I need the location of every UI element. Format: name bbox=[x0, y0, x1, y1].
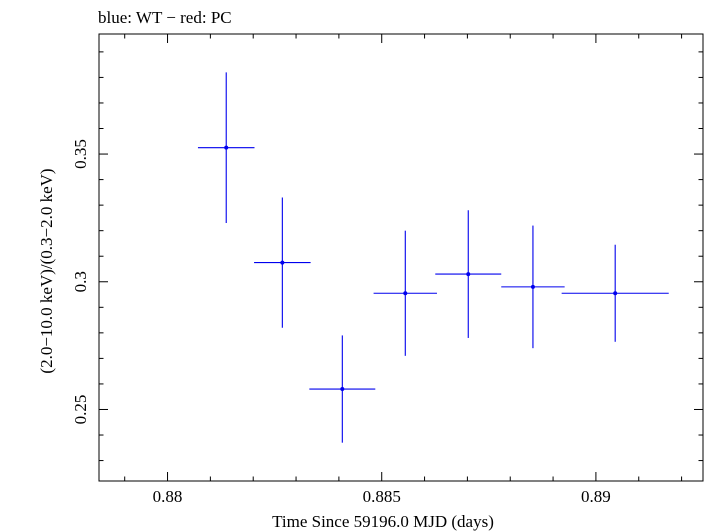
axis-tick-labels: 0.88 0.885 0.89 0.25 0.3 0.35 bbox=[71, 139, 611, 506]
y-tick-label: 0.35 bbox=[71, 139, 90, 169]
y-tick-label: 0.25 bbox=[71, 395, 90, 425]
point-marker bbox=[403, 291, 408, 296]
data-point bbox=[435, 210, 502, 338]
axis-ticks bbox=[99, 34, 703, 481]
data-point bbox=[254, 197, 311, 328]
data-point bbox=[309, 335, 376, 443]
x-axis-label: Time Since 59196.0 MJD (days) bbox=[272, 512, 494, 531]
point-marker bbox=[340, 387, 345, 392]
data-layer bbox=[197, 72, 669, 443]
plot-frame bbox=[98, 33, 704, 482]
data-point bbox=[561, 244, 669, 342]
point-marker bbox=[280, 260, 285, 265]
x-tick-label: 0.88 bbox=[153, 487, 183, 506]
y-axis-label: (2.0−10.0 keV)/(0.3−2.0 keV) bbox=[37, 168, 56, 373]
x-tick-label: 0.885 bbox=[363, 487, 401, 506]
data-point bbox=[373, 230, 437, 356]
point-marker bbox=[530, 284, 535, 289]
point-marker bbox=[466, 272, 471, 277]
point-marker bbox=[613, 291, 618, 296]
point-marker bbox=[224, 145, 229, 150]
x-tick-label: 0.89 bbox=[581, 487, 611, 506]
chart-title: blue: WT − red: PC bbox=[98, 8, 232, 27]
data-point bbox=[501, 225, 565, 349]
y-tick-label: 0.3 bbox=[71, 271, 90, 292]
data-point bbox=[197, 72, 255, 224]
